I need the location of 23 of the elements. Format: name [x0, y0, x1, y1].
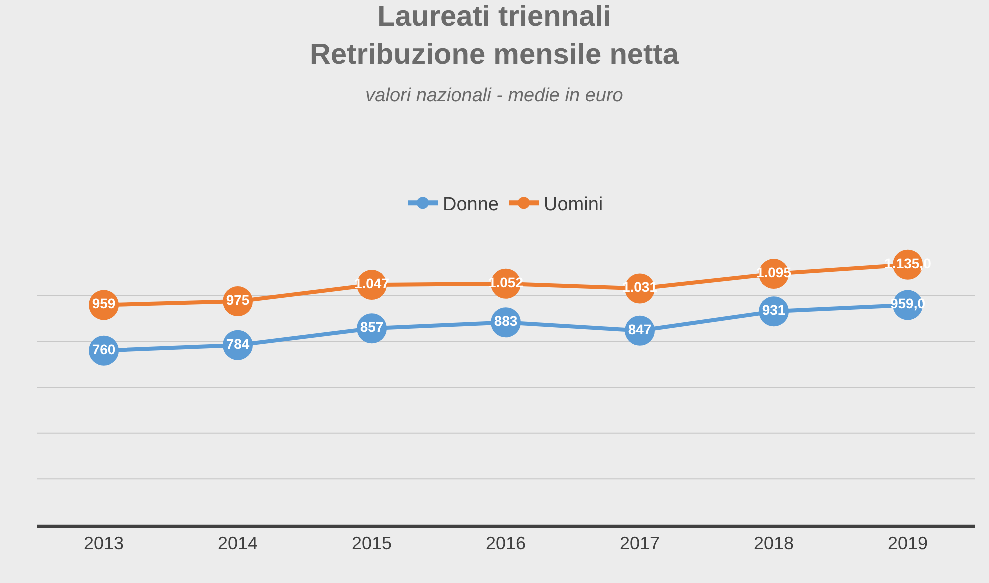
x-tick-label: 2015: [352, 534, 392, 554]
data-label: 784: [226, 336, 250, 352]
x-tick-label: 2016: [486, 534, 526, 554]
x-tick-label: 2018: [754, 534, 794, 554]
data-label: 847: [628, 321, 652, 338]
data-label: 760: [92, 341, 116, 358]
data-label: 1.047: [354, 276, 390, 292]
data-label: 1.052: [488, 274, 524, 290]
data-label: 1.095: [756, 264, 792, 281]
chart-title: Laureati triennali Retribuzione mensile netta: [310, 1, 680, 71]
data-label: 975: [226, 292, 250, 308]
data-label: 857: [360, 319, 384, 336]
x-tick-label: 2017: [620, 534, 660, 554]
data-label: 931: [762, 302, 786, 318]
chart-subtitle: valori nazionali - medie in euro: [366, 86, 624, 107]
legend-label: Uomini: [544, 194, 604, 216]
data-label: 1.031: [622, 279, 658, 296]
legend-label: Donne: [443, 194, 499, 216]
x-tick-label: 2019: [888, 534, 928, 554]
x-tick-label: 2013: [84, 534, 124, 554]
x-tick-label: 2014: [218, 534, 258, 554]
data-label: 959: [92, 296, 116, 312]
data-label: 883: [494, 313, 518, 330]
